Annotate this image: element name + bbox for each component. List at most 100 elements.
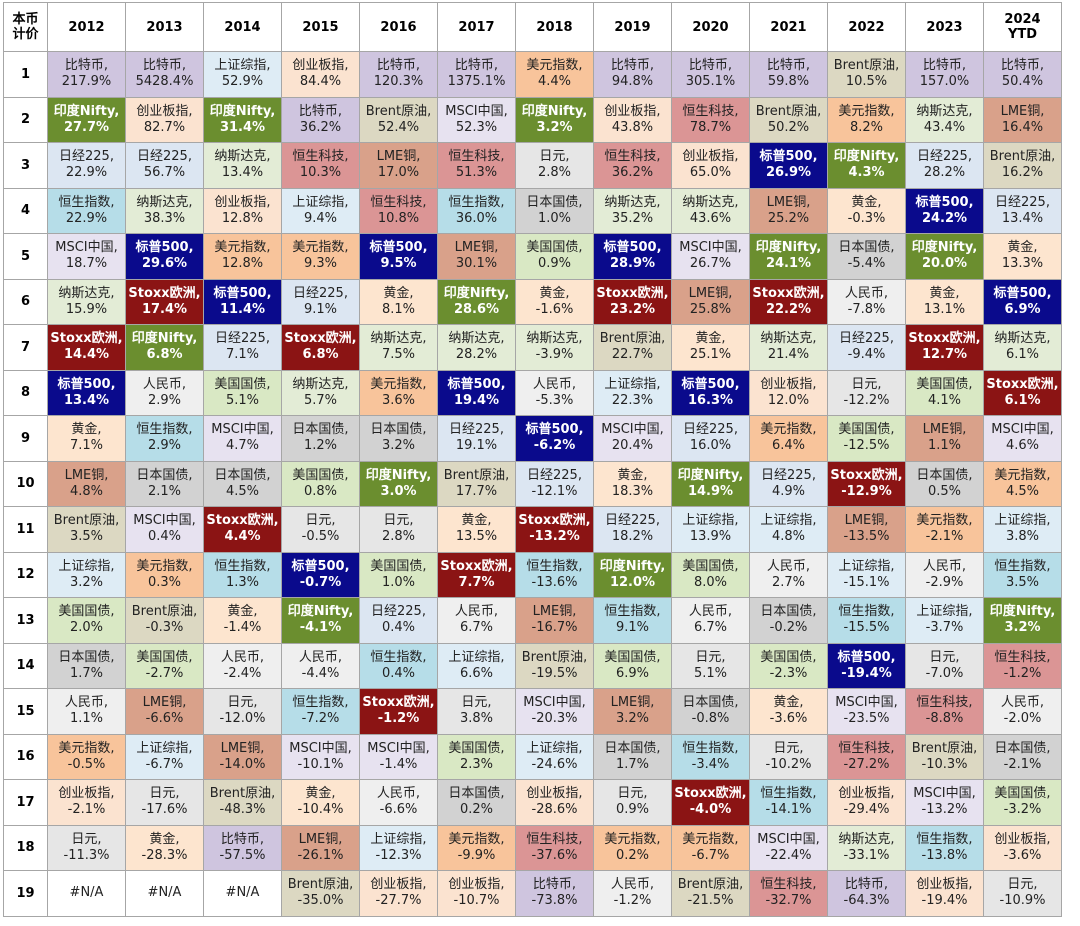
cell-return-value: 52.9% xyxy=(221,74,264,90)
cell-asset-name: 创业板指, xyxy=(58,786,115,802)
cell-asset-name: 日本国债, xyxy=(292,422,349,438)
table-cell: 美国国债, 5.1% xyxy=(203,369,282,416)
cell-return-value: 1375.1% xyxy=(447,74,506,90)
cell-return-value: -6.7% xyxy=(691,847,730,863)
cell-return-value: 6.7% xyxy=(693,620,728,636)
cell-return-value: 26.7% xyxy=(689,256,732,272)
table-cell: Stoxx欧洲, 23.2% xyxy=(593,278,672,325)
table-cell: 日本国债, -2.1% xyxy=(983,733,1062,780)
cell-return-value: 12.8% xyxy=(221,210,264,226)
table-cell: 日本国债, 0.5% xyxy=(905,460,984,507)
table-cell: 日经225, 28.2% xyxy=(905,142,984,189)
table-cell: 恒生指数, 9.1% xyxy=(593,597,672,644)
cell-asset-name: Brent原油, xyxy=(521,649,588,665)
table-cell: 人民币, 6.7% xyxy=(671,597,750,644)
table-cell: 纳斯达克, 15.9% xyxy=(47,278,126,325)
cell-return-value: -12.2% xyxy=(843,392,890,408)
cell-asset-name: Stoxx欧洲, xyxy=(206,513,279,529)
cell-asset-name: 黄金, xyxy=(929,285,960,301)
cell-asset-name: 美元指数, xyxy=(448,831,505,847)
year-header: 2015 xyxy=(281,2,360,52)
cell-return-value: 16.0% xyxy=(689,438,732,454)
table-cell: MSCI中国, 52.3% xyxy=(437,96,516,143)
table-cell: 创业板指, -2.1% xyxy=(47,779,126,826)
cell-asset-name: 人民币, xyxy=(610,877,655,893)
cell-return-value: -22.4% xyxy=(765,847,812,863)
cell-return-value: -6.6% xyxy=(145,711,184,727)
cell-asset-name: 恒生科技, xyxy=(604,149,661,165)
cell-asset-name: 恒生指数, xyxy=(994,558,1051,574)
cell-return-value: -4.0% xyxy=(689,802,732,818)
cell-return-value: -9.9% xyxy=(457,847,496,863)
table-cell: 恒生科技, 78.7% xyxy=(671,96,750,143)
table-cell: 纳斯达克, 43.6% xyxy=(671,187,750,234)
rank-label: 4 xyxy=(3,187,48,234)
cell-asset-name: MSCI中国, xyxy=(211,422,274,438)
cell-asset-name: 美国国债, xyxy=(136,649,193,665)
cell-asset-name: 比特币, xyxy=(688,58,733,74)
cell-return-value: 28.6% xyxy=(453,301,500,317)
cell-return-value: -13.6% xyxy=(531,574,578,590)
table-cell: LME铜, 30.1% xyxy=(437,233,516,280)
cell-asset-name: 日本国债, xyxy=(370,422,427,438)
cell-asset-name: 比特币, xyxy=(844,877,889,893)
cell-asset-name: 标普500, xyxy=(759,149,818,165)
cell-return-value: 305.1% xyxy=(685,74,736,90)
cell-asset-name: 纳斯达克, xyxy=(526,331,583,347)
rank-label: 13 xyxy=(3,597,48,644)
cell-return-value: -27.2% xyxy=(843,756,890,772)
table-cell: 日本国债, 1.2% xyxy=(281,415,360,462)
cell-asset-name: 美国国债, xyxy=(994,786,1051,802)
cell-asset-name: 标普500, xyxy=(369,240,428,256)
cell-return-value: -2.7% xyxy=(145,665,184,681)
table-cell: Stoxx欧洲, -12.9% xyxy=(827,460,906,507)
cell-return-value: 3.6% xyxy=(381,392,416,408)
cell-return-value: 36.2% xyxy=(299,119,342,135)
cell-asset-name: 人民币, xyxy=(142,376,187,392)
cell-return-value: -6.2% xyxy=(533,438,576,454)
cell-asset-name: 日元, xyxy=(305,513,336,529)
cell-return-value: 2.3% xyxy=(459,756,494,772)
cell-return-value: 0.8% xyxy=(303,483,338,499)
table-row: 18 日元, -11.3% 黄金, -28.3% 比特币, -57.5% LME铜, -26.1… xyxy=(3,824,1062,871)
cell-return-value: 2.1% xyxy=(147,483,182,499)
cell-asset-name: 人民币, xyxy=(376,786,421,802)
cell-asset-name: Brent原油, xyxy=(209,786,276,802)
cell-asset-name: 标普500, xyxy=(681,376,740,392)
rank-label: 11 xyxy=(3,506,48,553)
cell-return-value: -24.6% xyxy=(531,756,578,772)
cell-return-value: -3.9% xyxy=(535,347,574,363)
cell-return-value: 2.8% xyxy=(381,529,416,545)
cell-return-value: -2.4% xyxy=(223,665,262,681)
table-cell: 美元指数, 4.4% xyxy=(515,51,594,98)
table-cell: 日元, 3.8% xyxy=(437,688,516,735)
cell-asset-name: 人民币, xyxy=(298,649,343,665)
table-cell: 纳斯达克, 38.3% xyxy=(125,187,204,234)
year-header: 2018 xyxy=(515,2,594,52)
cell-asset-name: 美元指数, xyxy=(838,103,895,119)
cell-return-value: 13.4% xyxy=(221,165,264,181)
cell-return-value: 6.8% xyxy=(146,347,183,363)
cell-asset-name: 恒生指数, xyxy=(292,695,349,711)
cell-return-value: 52.3% xyxy=(455,119,498,135)
cell-return-value: -10.7% xyxy=(453,893,500,909)
cell-return-value: -12.1% xyxy=(531,483,578,499)
cell-return-value: 120.3% xyxy=(373,74,424,90)
cell-asset-name: 人民币, xyxy=(844,285,889,301)
cell-return-value: -10.4% xyxy=(297,802,344,818)
table-cell: 比特币, 217.9% xyxy=(47,51,126,98)
rank-label: 9 xyxy=(3,415,48,462)
cell-return-value: 25.2% xyxy=(767,210,810,226)
table-cell: 美国国债, -12.5% xyxy=(827,415,906,462)
cell-asset-name: 恒生科技, xyxy=(760,877,817,893)
cell-asset-name: Stoxx欧洲, xyxy=(440,558,513,574)
cell-asset-name: 恒生科技, xyxy=(838,740,895,756)
table-cell: MSCI中国, 4.6% xyxy=(983,415,1062,462)
cell-asset-name: MSCI中国, xyxy=(133,513,196,529)
cell-return-value: 50.4% xyxy=(1001,74,1044,90)
cell-return-value: 8.1% xyxy=(381,301,416,317)
cell-asset-name: 黄金, xyxy=(539,285,570,301)
cell-asset-name: 创业板指, xyxy=(370,877,427,893)
table-cell: 日本国债, 1.7% xyxy=(593,733,672,780)
cell-return-value: 9.1% xyxy=(615,620,650,636)
